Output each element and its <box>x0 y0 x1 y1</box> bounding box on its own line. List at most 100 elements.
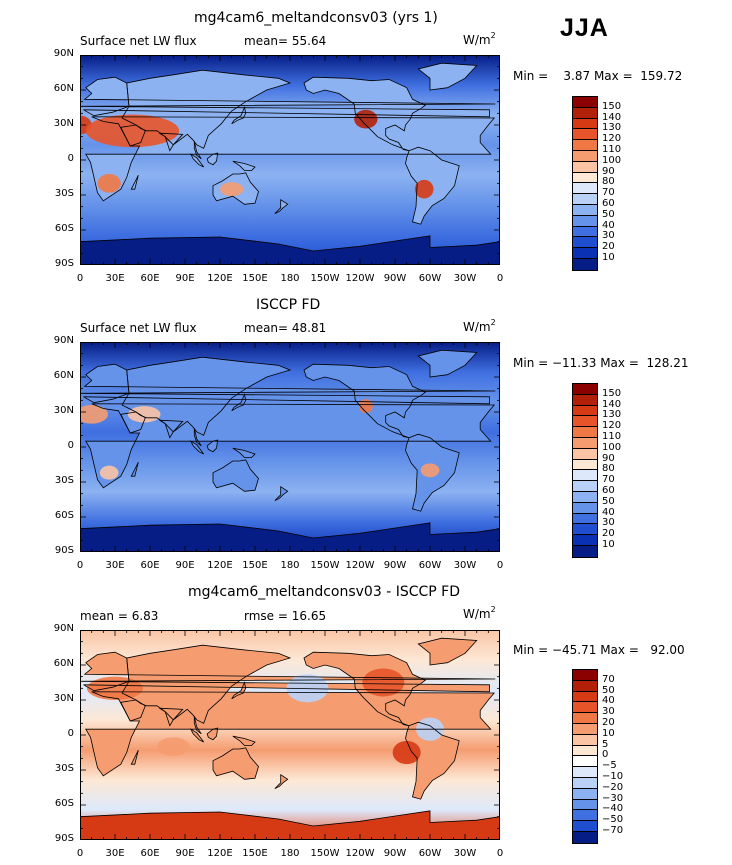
coastline <box>274 198 289 215</box>
coastline <box>206 439 219 453</box>
land-australia <box>213 747 259 780</box>
lon-tick-label: 30W <box>453 273 477 284</box>
coastline <box>212 459 259 492</box>
land-sumatra <box>190 441 204 454</box>
coastline <box>193 428 202 447</box>
lon-tick-label: 150E <box>242 560 268 571</box>
coastline <box>85 116 496 202</box>
panel-1-colorbar <box>572 96 598 271</box>
lat-tick-label: 60N <box>53 83 74 94</box>
coastline <box>80 76 496 118</box>
panel-1-minmax: Min = 3.87 Max = 159.72 <box>513 69 683 83</box>
colorbar-segment <box>573 831 597 843</box>
panel-2-units: W/m2 <box>463 318 496 334</box>
lon-tick-label: 120W <box>345 560 375 571</box>
lon-tick-label: 90E <box>175 560 195 571</box>
lon-tick-label: 150W <box>310 848 340 859</box>
colorbar-label: 60 <box>602 485 615 496</box>
coastline <box>130 462 139 477</box>
colorbar-label: 130 <box>602 122 622 134</box>
panel-3-mean-label: mean = 6.83 <box>80 609 159 623</box>
lat-tick-label: 60N <box>53 370 74 381</box>
lon-tick-label: 120E <box>207 848 233 859</box>
coastline <box>120 411 146 434</box>
panel-1-title: mg4cam6_meltandconsv03 (yrs 1) <box>194 10 438 26</box>
colorbar-segment <box>573 799 597 811</box>
colorbar-segment <box>573 194 597 205</box>
coastline <box>232 447 256 458</box>
lon-tick-label: 90W <box>383 848 407 859</box>
panel-2-colorbar <box>572 383 598 558</box>
colorbar-segment <box>573 97 597 108</box>
lon-tick-label: 30E <box>105 273 125 284</box>
panel-3-minmax: Min = −45.71 Max = 92.00 <box>513 643 685 657</box>
lon-tick-label: 150W <box>310 273 340 284</box>
lon-tick-label: 120E <box>207 273 233 284</box>
colorbar-segment <box>573 459 597 471</box>
colorbar-label: 30 <box>602 517 615 529</box>
colorbar-label: 5 <box>602 738 609 750</box>
field-feature <box>354 109 378 129</box>
land-antarctica <box>80 810 500 840</box>
panel-2-mean-label: mean= 48.81 <box>244 321 327 335</box>
colorbar-label: 130 <box>602 409 622 421</box>
coastline <box>231 106 247 125</box>
land-borneo <box>207 440 218 452</box>
land-borneo <box>207 153 218 165</box>
coastline <box>130 175 139 190</box>
colorbar-label: 10 <box>602 727 615 739</box>
colorbar-label: 80 <box>602 176 615 188</box>
coastline <box>212 172 259 205</box>
land-greenland <box>418 63 477 90</box>
land-sumatra <box>190 154 204 167</box>
coastline <box>189 153 205 168</box>
colorbar-segment <box>573 248 597 259</box>
land-africa <box>85 116 495 201</box>
panel-3-colorbar <box>572 669 598 844</box>
colorbar-segment <box>573 821 597 832</box>
coastline <box>130 750 139 765</box>
coastline <box>193 141 202 160</box>
colorbar-label: 110 <box>602 144 622 155</box>
coastline <box>121 69 292 149</box>
colorbar-label: 70 <box>602 673 615 685</box>
lon-tick-label: 0 <box>76 848 84 859</box>
colorbar-label: 90 <box>602 452 615 464</box>
colorbar-label: −10 <box>602 771 624 782</box>
coastline <box>417 62 478 91</box>
lon-tick-label: 0 <box>76 273 84 284</box>
panel-3-rmse-label: rmse = 16.65 <box>244 609 327 623</box>
colorbar-segment <box>573 237 597 249</box>
lon-tick-label: 180 <box>280 560 300 571</box>
lon-tick-label: 120E <box>207 560 233 571</box>
land-borneo <box>207 728 218 740</box>
coastline <box>417 349 478 378</box>
lat-tick-label: 60S <box>54 223 74 234</box>
land-samerica <box>405 722 460 800</box>
colorbar-label: 50 <box>602 495 615 507</box>
field-feature <box>157 737 190 756</box>
land-greenland <box>418 350 477 377</box>
colorbar-label: −50 <box>602 814 624 826</box>
coastline <box>405 433 460 512</box>
colorbar-segment <box>573 545 597 557</box>
colorbar-label: −5 <box>602 760 617 772</box>
colorbar-segment <box>573 437 597 449</box>
colorbar-segment <box>573 513 597 525</box>
land-greenland <box>418 638 477 665</box>
land-asia <box>122 645 290 724</box>
panel-2-title: ISCCP FD <box>256 297 321 313</box>
land-nz <box>274 199 288 214</box>
coastline <box>206 727 219 741</box>
colorbar-segment <box>573 416 597 428</box>
field-feature <box>358 399 373 414</box>
coastline <box>80 810 500 840</box>
land-arabia <box>120 700 146 721</box>
land-seasia <box>194 141 202 159</box>
lon-tick-label: 60W <box>418 273 442 284</box>
season-label: JJA <box>560 14 609 42</box>
lon-tick-label: 0 <box>496 560 504 571</box>
lon-tick-label: 150W <box>310 560 340 571</box>
lon-tick-label: 90W <box>383 273 407 284</box>
colorbar-label: 60 <box>602 198 615 209</box>
